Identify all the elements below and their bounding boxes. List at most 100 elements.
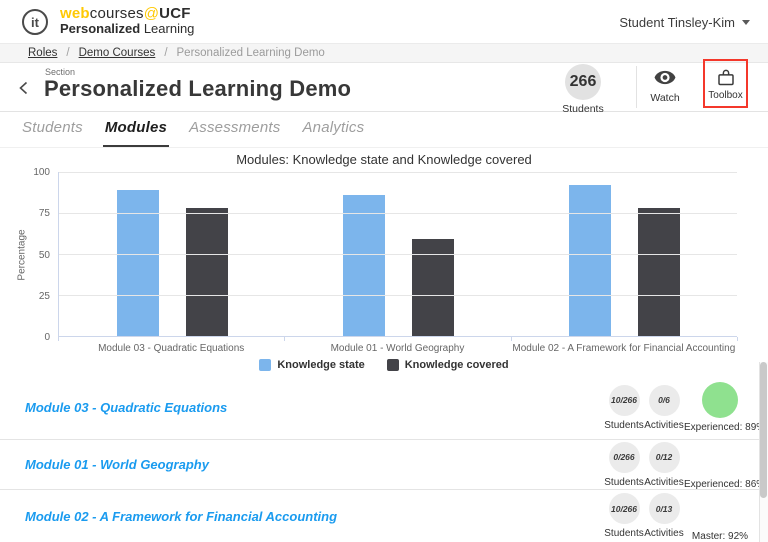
mastery-circle: ★ bbox=[702, 491, 738, 527]
y-tick-label: 0 bbox=[44, 332, 50, 343]
watch-button[interactable]: Watch bbox=[643, 70, 687, 104]
activities-ratio-badge: 0/12 bbox=[648, 441, 680, 473]
user-name: Student Tinsley-Kim bbox=[619, 14, 735, 30]
module-link[interactable]: Module 02 - A Framework for Financial Ac… bbox=[25, 508, 338, 524]
module-mastery-stat: ★ Master: 92% bbox=[684, 491, 756, 542]
module-mastery-stat: ★ Experienced: 86% bbox=[684, 439, 766, 490]
legend-label: Knowledge state bbox=[277, 359, 365, 371]
breadcrumb-current: Personalized Learning Demo bbox=[176, 47, 325, 59]
breadcrumb-roles[interactable]: Roles bbox=[28, 47, 58, 59]
tab-students[interactable]: Students bbox=[22, 119, 83, 136]
user-menu[interactable]: Student Tinsley-Kim bbox=[619, 0, 750, 44]
chart-legend: Knowledge state Knowledge covered bbox=[0, 359, 768, 371]
chart-columns bbox=[59, 172, 737, 336]
toolbox-button-highlighted[interactable]: Toolbox bbox=[703, 59, 748, 108]
module-activities-stat: 0/13 Activities bbox=[644, 493, 684, 539]
section-header: Section Personalized Learning Demo bbox=[0, 63, 768, 112]
brand-at: @ bbox=[143, 5, 160, 22]
tab-analytics[interactable]: Analytics bbox=[302, 119, 365, 136]
module-row: Module 02 - A Framework for Financial Ac… bbox=[0, 489, 768, 542]
students-ratio-badge: 0/266 bbox=[608, 441, 640, 473]
module-students-stat: 10/266 Students bbox=[604, 493, 644, 539]
brand-courses: courses bbox=[89, 5, 144, 22]
module-stats: 10/266 Students 0/13 Activities ★ Master… bbox=[604, 491, 756, 542]
x-category-label: Module 03 - Quadratic Equations bbox=[98, 343, 245, 354]
breadcrumb-separator: / bbox=[164, 47, 168, 59]
chevron-down-icon bbox=[742, 19, 750, 25]
bar-group bbox=[59, 172, 285, 336]
x-tick bbox=[510, 337, 512, 341]
legend-swatch bbox=[259, 359, 272, 371]
students-ratio-badge: 10/266 bbox=[608, 493, 640, 524]
bar-group bbox=[511, 172, 737, 336]
bar-knowledge-covered[interactable] bbox=[637, 208, 680, 336]
tab-bar: Students Modules Assessments Analytics bbox=[0, 113, 768, 148]
bar-knowledge-covered[interactable] bbox=[411, 239, 454, 336]
students-label: Students bbox=[604, 476, 644, 488]
module-stats: 0/266 Students 0/12 Activities ★ Experie… bbox=[604, 439, 766, 490]
activities-label: Activities bbox=[644, 419, 684, 431]
mastery-circle: ★ bbox=[702, 382, 738, 418]
brand-line1: webcourses@UCF bbox=[60, 6, 194, 21]
back-arrow-icon[interactable] bbox=[16, 80, 32, 96]
legend-swatch bbox=[386, 359, 399, 371]
mastery-circle: ★ bbox=[702, 439, 738, 475]
module-row: Module 01 - World Geography 0/266 Studen… bbox=[0, 439, 768, 490]
toolbox-icon bbox=[705, 67, 746, 87]
module-link[interactable]: Module 01 - World Geography bbox=[25, 457, 209, 472]
activities-label: Activities bbox=[644, 528, 684, 539]
students-count-stat: 266 Students bbox=[562, 64, 604, 115]
section-eyebrow: Section bbox=[45, 67, 76, 77]
it-logo-icon: it bbox=[22, 9, 48, 35]
module-students-stat: 0/266 Students bbox=[604, 441, 644, 488]
bar-group bbox=[285, 172, 511, 336]
module-stats: 10/266 Students 0/6 Activities ★ Experie… bbox=[604, 382, 766, 433]
bar-knowledge-state[interactable] bbox=[342, 194, 385, 336]
activities-ratio-badge: 0/6 bbox=[648, 384, 680, 416]
bar-knowledge-state[interactable] bbox=[568, 185, 611, 336]
x-tick bbox=[284, 337, 286, 341]
legend-item[interactable]: Knowledge covered bbox=[386, 359, 509, 371]
brand-personalized: Personalized bbox=[60, 21, 141, 36]
app-header: it webcourses@UCF Personalized Learning … bbox=[0, 0, 768, 44]
legend-item[interactable]: Knowledge state bbox=[259, 359, 365, 371]
y-tick-label: 25 bbox=[38, 290, 50, 302]
module-activities-stat: 0/6 Activities bbox=[644, 384, 684, 431]
activities-label: Activities bbox=[644, 476, 684, 488]
chart-plot bbox=[58, 171, 737, 337]
module-link[interactable]: Module 03 - Quadratic Equations bbox=[25, 400, 228, 415]
scrollbar[interactable] bbox=[759, 362, 768, 542]
students-label: Students bbox=[604, 419, 644, 431]
header-divider bbox=[636, 66, 637, 108]
x-category-label: Module 02 - A Framework for Financial Ac… bbox=[512, 343, 736, 354]
activities-ratio-badge: 0/13 bbox=[648, 493, 680, 524]
mastery-label: Experienced: 89% bbox=[684, 422, 766, 433]
mastery-label: Master: 92% bbox=[691, 530, 749, 542]
y-tick-label: 75 bbox=[38, 208, 50, 220]
y-tick-label: 100 bbox=[33, 167, 50, 178]
students-ratio-badge: 10/266 bbox=[608, 384, 640, 416]
module-students-stat: 10/266 Students bbox=[604, 384, 644, 431]
brand-line2: Personalized Learning bbox=[60, 21, 194, 36]
chart-category-labels: Module 03 - Quadratic Equations Module 01… bbox=[58, 343, 737, 354]
y-tick-label: 50 bbox=[38, 249, 50, 261]
page-title: Personalized Learning Demo bbox=[44, 76, 352, 101]
x-tick bbox=[737, 337, 738, 341]
module-mastery-stat: ★ Experienced: 89% bbox=[684, 382, 766, 433]
bar-knowledge-covered[interactable] bbox=[185, 208, 228, 336]
breadcrumb-demo-courses[interactable]: Demo Courses bbox=[78, 47, 156, 59]
scrollbar-thumb[interactable] bbox=[760, 362, 767, 498]
eye-icon bbox=[643, 70, 687, 86]
watch-label: Watch bbox=[650, 92, 680, 104]
bar-knowledge-state[interactable] bbox=[116, 190, 159, 336]
brand-wordmark: webcourses@UCF Personalized Learning bbox=[60, 6, 194, 36]
students-count-label: Students bbox=[562, 103, 604, 115]
brand-ucf: UCF bbox=[159, 5, 191, 22]
brand-web: web bbox=[60, 5, 90, 22]
tab-modules[interactable]: Modules bbox=[102, 113, 170, 147]
gridline bbox=[59, 212, 737, 214]
students-label: Students bbox=[604, 528, 644, 539]
tab-assessments[interactable]: Assessments bbox=[189, 119, 281, 136]
mastery-label: Experienced: 86% bbox=[684, 479, 766, 490]
breadcrumb: Roles / Demo Courses / Personalized Lear… bbox=[0, 44, 768, 63]
